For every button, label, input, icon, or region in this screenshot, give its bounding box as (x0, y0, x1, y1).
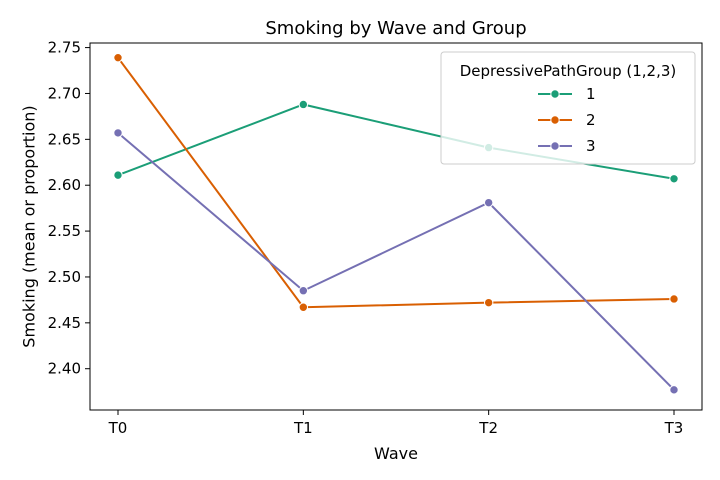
plot-axes (89, 42, 703, 411)
data-point (113, 52, 123, 63)
y-tick-label: 2.75 (48, 39, 81, 57)
legend-label: 1 (586, 85, 596, 103)
x-tick-label: T0 (108, 419, 128, 437)
data-point (483, 197, 494, 208)
y-tick-label: 2.55 (48, 222, 81, 240)
data-point (483, 297, 494, 308)
x-axis-title: Wave (374, 444, 418, 463)
legend-box (440, 51, 696, 165)
data-point (113, 170, 123, 180)
legend-label: 3 (586, 137, 596, 155)
legend-marker (550, 141, 560, 151)
data-point (298, 286, 309, 296)
series-line (117, 132, 675, 391)
y-tick-label: 2.50 (48, 268, 81, 286)
y-axis-ticks: 2.40 2.45 2.50 2.55 2.60 2.65 2.70 2.75 (48, 39, 90, 378)
data-point (669, 294, 679, 304)
legend-item-3: 3 (538, 137, 596, 155)
x-tick-label: T3 (664, 419, 684, 437)
x-axis-ticks: T0 T1 T2 T3 (108, 410, 684, 437)
series-3 (113, 128, 679, 395)
y-axis-title: Smoking (mean or proportion) (20, 105, 39, 347)
y-tick-label: 2.60 (48, 176, 81, 194)
data-point (669, 385, 679, 395)
x-tick-label: T1 (293, 419, 313, 437)
series-line (117, 57, 675, 309)
legend-label: 2 (586, 111, 596, 129)
legend: DepressivePathGroup (1,2,3) 1 2 3 (440, 51, 696, 165)
series-2 (113, 52, 679, 312)
y-tick-label: 2.40 (48, 360, 81, 378)
legend-item-1: 1 (538, 85, 596, 103)
data-point (298, 302, 309, 312)
legend-marker (550, 115, 560, 125)
data-point (669, 174, 679, 184)
legend-marker (550, 89, 560, 99)
data-point (113, 128, 123, 138)
x-tick-label: T2 (478, 419, 498, 437)
y-tick-label: 2.65 (48, 130, 81, 148)
legend-title: DepressivePathGroup (1,2,3) (460, 62, 677, 80)
plot-frame (89, 42, 703, 411)
legend-items: 1 2 3 (538, 85, 596, 155)
legend-item-2: 2 (538, 111, 596, 129)
data-point (298, 99, 309, 110)
y-tick-label: 2.45 (48, 314, 81, 332)
chart-title: Smoking by Wave and Group (265, 18, 526, 39)
y-tick-label: 2.70 (48, 84, 81, 102)
